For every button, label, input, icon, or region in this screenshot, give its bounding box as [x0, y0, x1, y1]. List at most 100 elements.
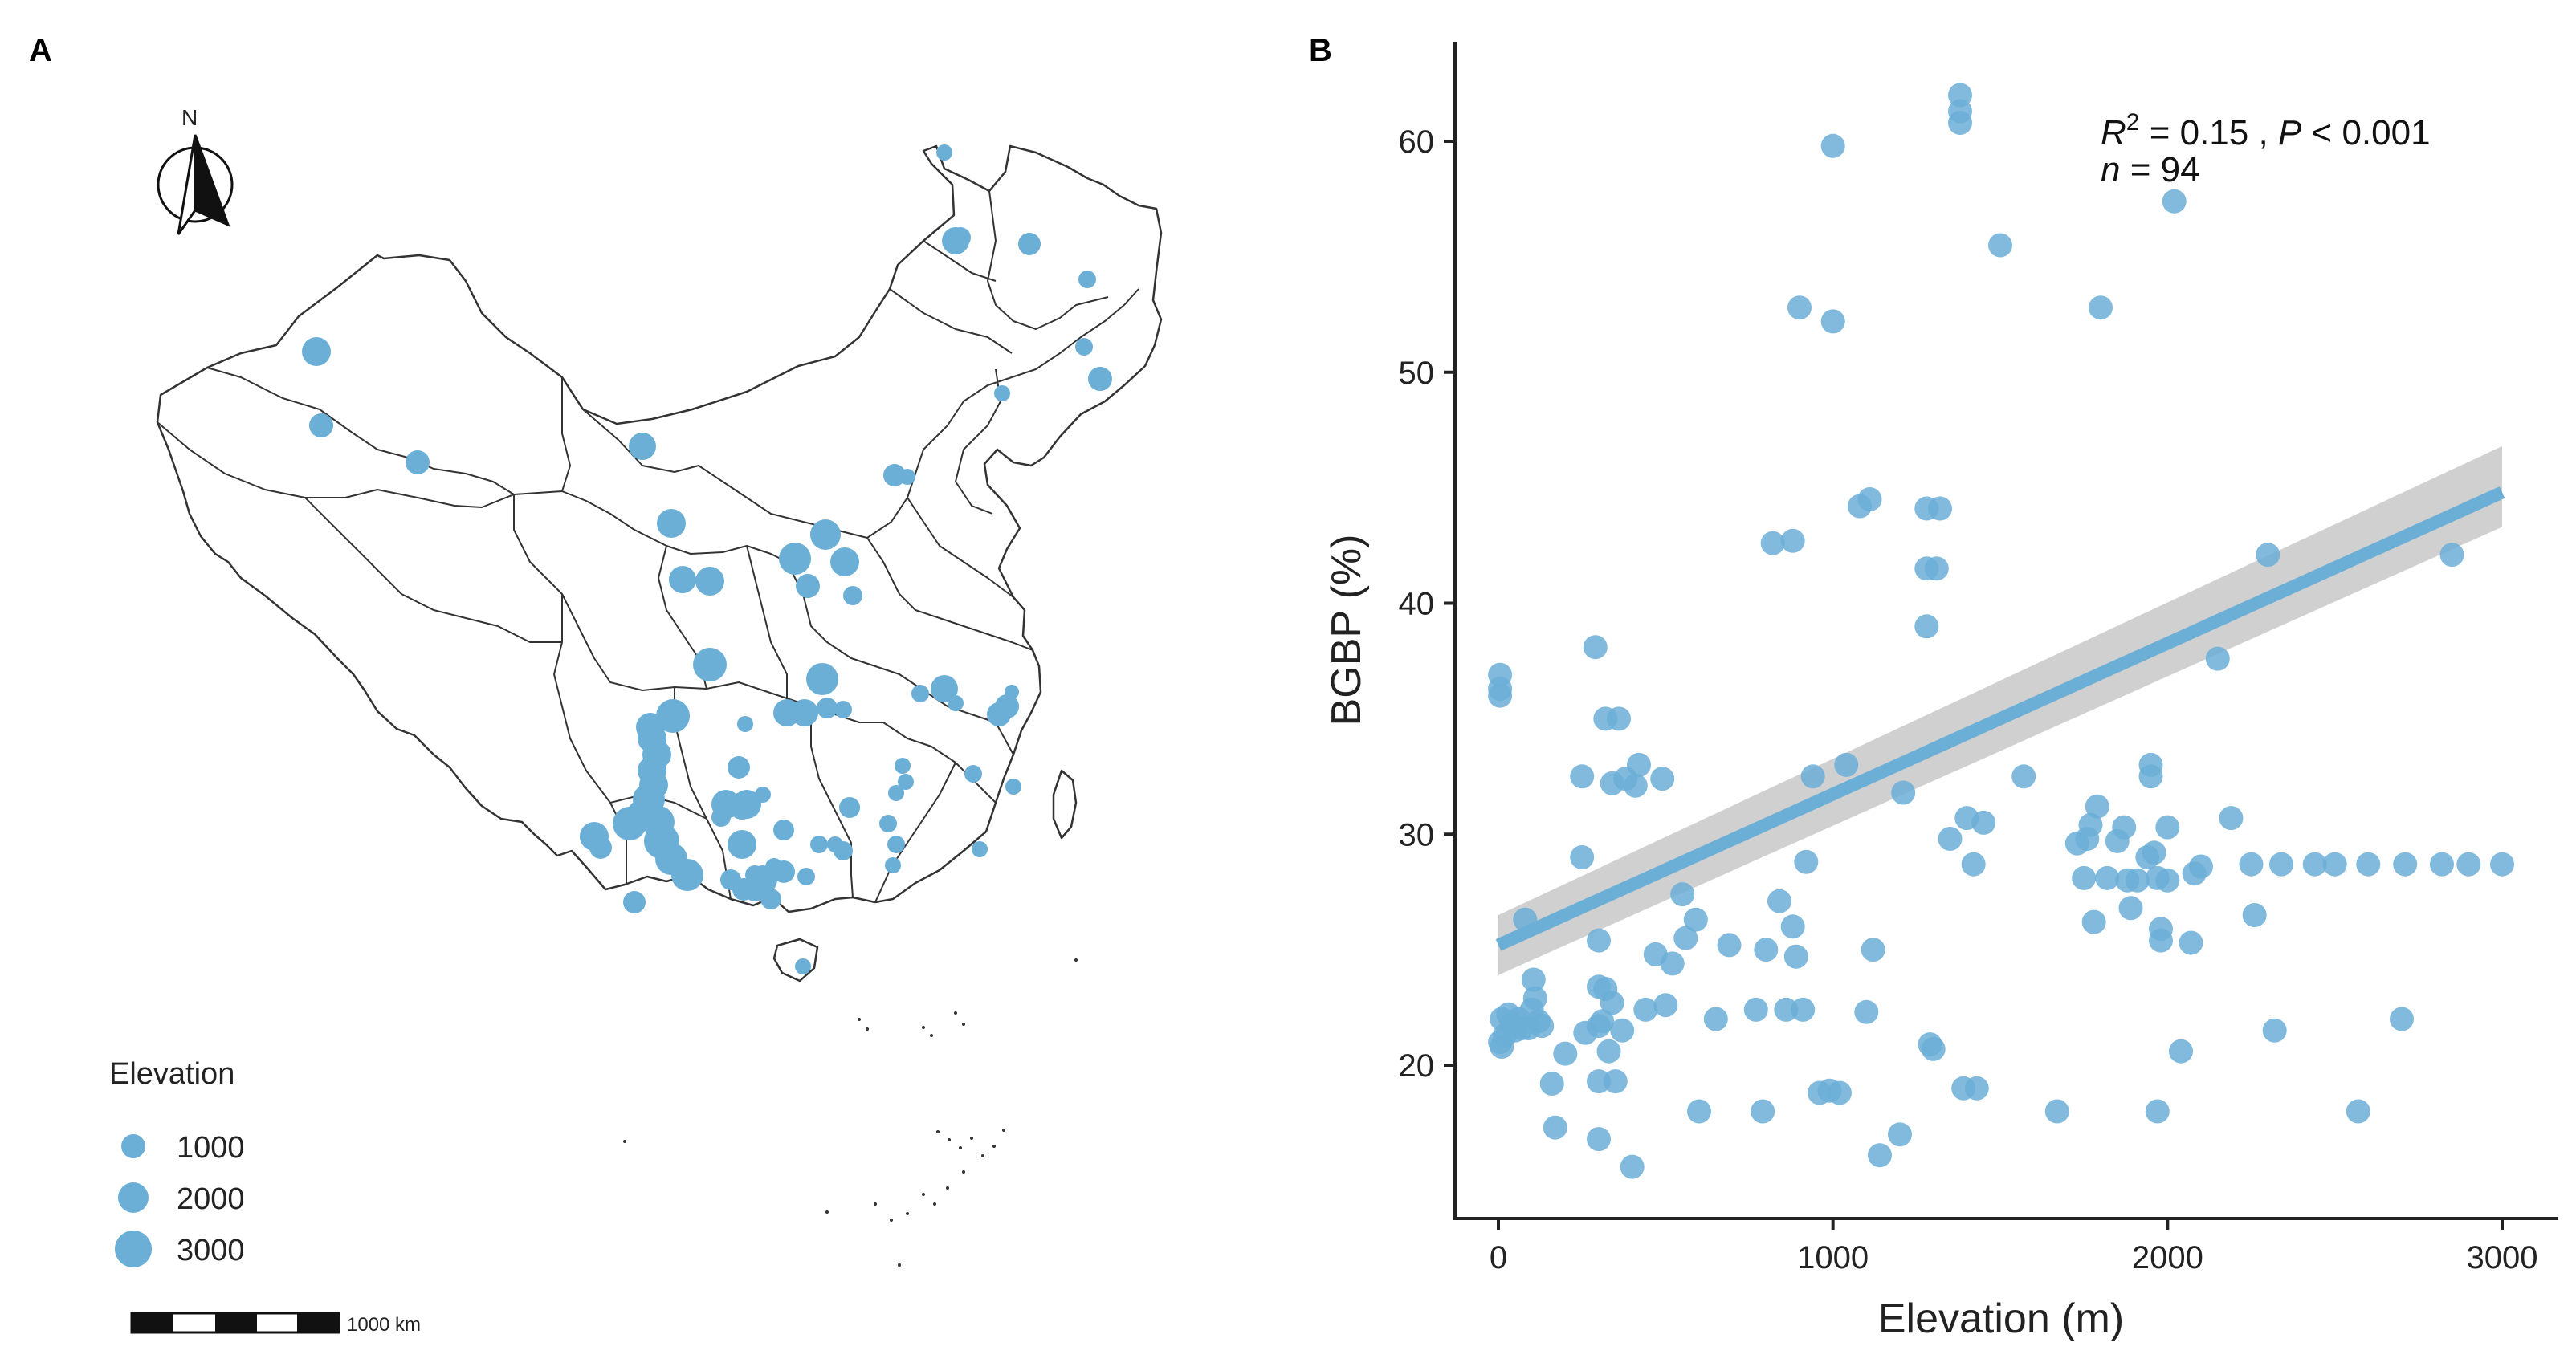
map-site-point	[623, 891, 646, 913]
map-site-point	[629, 433, 656, 460]
data-point	[2118, 896, 2143, 921]
map-site-point	[972, 841, 988, 857]
data-point	[2095, 865, 2120, 890]
data-point	[1834, 752, 1859, 777]
data-point	[2149, 928, 2173, 953]
province-boundaries	[157, 190, 1139, 903]
data-point	[1703, 1007, 1728, 1031]
data-point	[2239, 852, 2264, 877]
map-site-point	[773, 820, 794, 840]
north-label: N	[181, 105, 198, 130]
china-map	[156, 144, 1163, 1267]
data-point	[2125, 868, 2150, 893]
data-point	[1928, 496, 1952, 521]
legend-symbol-2000	[118, 1182, 149, 1213]
data-point	[2078, 812, 2103, 837]
confidence-band	[1498, 445, 2502, 975]
legend-label-3000: 3000	[177, 1234, 245, 1267]
data-point	[1587, 928, 1611, 953]
data-point	[2145, 1099, 2170, 1124]
data-point	[1961, 852, 1986, 877]
legend-symbol-3000	[115, 1231, 152, 1267]
data-point	[1553, 1041, 1578, 1066]
map-site-point	[950, 227, 971, 248]
data-point	[1683, 907, 1708, 932]
data-point	[1964, 1076, 1989, 1101]
data-point	[2189, 854, 2213, 879]
data-point	[1988, 233, 2012, 258]
map-site-point	[817, 698, 838, 718]
map-points	[302, 144, 1112, 974]
data-point	[2179, 930, 2203, 955]
data-point	[2205, 646, 2230, 671]
south-sea-islands	[623, 958, 1078, 1267]
map-site-point	[728, 830, 756, 859]
legend-label-1000: 1000	[177, 1131, 245, 1165]
map-site-point	[1018, 233, 1041, 255]
panel-a-label: A	[29, 33, 52, 68]
data-point	[1794, 849, 1819, 874]
legend-symbol-1000	[121, 1134, 145, 1158]
data-point	[1743, 997, 1768, 1022]
hainan-island	[772, 938, 819, 983]
y-tick-label: 30	[1399, 817, 1435, 852]
map-site-point	[760, 889, 781, 909]
map-site-point	[931, 675, 958, 702]
data-point	[2262, 1018, 2287, 1043]
data-point	[1854, 999, 1879, 1024]
data-point	[2242, 903, 2267, 927]
data-point	[1924, 556, 1949, 581]
data-point	[1888, 1122, 1912, 1147]
data-point	[1751, 1099, 1775, 1124]
map-site-point	[994, 385, 1010, 401]
map-site-point	[671, 859, 703, 891]
data-point	[1590, 1009, 1615, 1034]
x-ticks: 0 1000 2000 3000	[1490, 1219, 2538, 1275]
data-point	[1488, 683, 1513, 708]
data-point	[2390, 1007, 2414, 1031]
data-point	[1971, 810, 1996, 835]
data-point	[2155, 868, 2180, 893]
map-site-point	[589, 836, 612, 859]
data-point	[1610, 1018, 1635, 1043]
map-site-point	[1075, 338, 1093, 356]
y-axis-title: BGBP (%)	[1323, 535, 1370, 726]
data-point	[2142, 840, 2166, 865]
data-point	[1539, 1072, 1564, 1096]
map-site-point	[839, 797, 860, 818]
map-site-point	[797, 868, 815, 885]
r2-symbol: R	[2101, 113, 2126, 153]
data-point	[1673, 926, 1698, 950]
map-site-point	[898, 774, 914, 790]
data-point	[1600, 991, 1624, 1015]
data-point	[1948, 111, 1972, 135]
x-tick-label: 3000	[2467, 1240, 2538, 1275]
map-site-point	[948, 695, 964, 711]
map-site-point	[1088, 367, 1112, 391]
map-site-point	[745, 865, 764, 885]
data-point	[2456, 852, 2481, 877]
legend-title: Elevation	[109, 1057, 234, 1091]
y-ticks: 20 30 40 50 60	[1399, 124, 1455, 1084]
map-site-point	[406, 450, 430, 474]
data-point	[1754, 938, 1779, 962]
scale-bar: 1000 km	[130, 1312, 421, 1336]
data-point	[1687, 1099, 1711, 1124]
map-site-point	[810, 836, 828, 853]
map-site-point	[693, 648, 727, 681]
data-point	[1660, 951, 1685, 976]
data-point	[1780, 914, 1805, 939]
data-point	[1800, 764, 1825, 789]
data-point	[1791, 997, 1816, 1022]
regression-line	[1495, 486, 2505, 951]
data-point	[1938, 827, 1963, 851]
map-site-point	[810, 519, 841, 550]
n-value: = 94	[2120, 150, 2199, 189]
scale-label: 1000 km	[347, 1314, 421, 1336]
data-point	[2346, 1099, 2370, 1124]
data-point	[2430, 852, 2454, 877]
map-site-point	[806, 663, 838, 695]
data-point	[1891, 780, 1916, 805]
map-site-point	[879, 815, 897, 832]
data-point	[1607, 706, 1631, 731]
